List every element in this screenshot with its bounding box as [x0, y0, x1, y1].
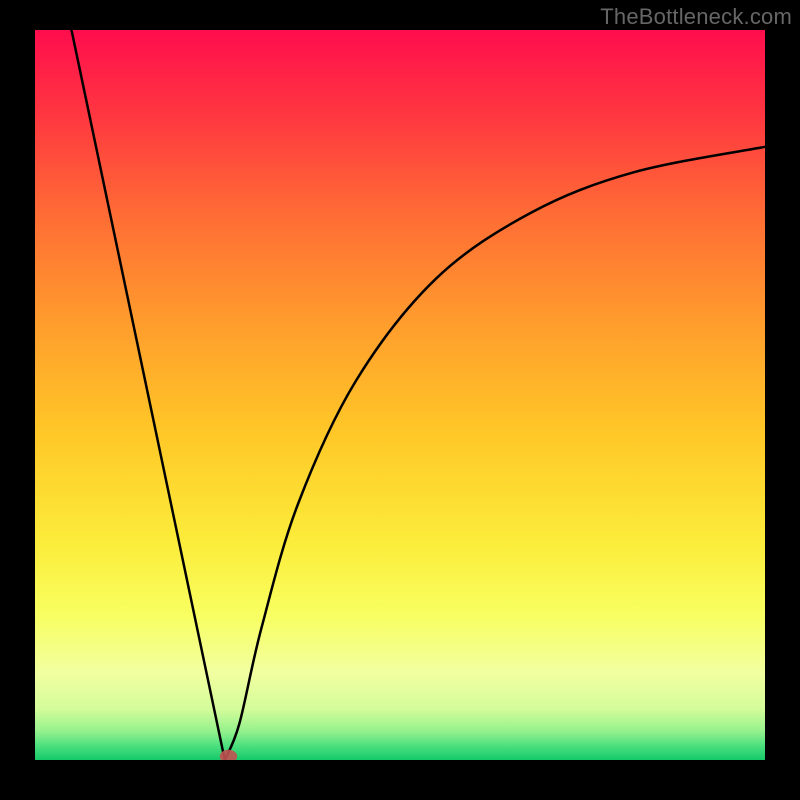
frame-right: [765, 0, 800, 800]
watermark-text: TheBottleneck.com: [600, 4, 792, 30]
frame-left: [0, 0, 35, 800]
gradient-background: [35, 30, 765, 760]
bottleneck-chart: [0, 0, 800, 800]
frame-bottom: [0, 760, 800, 800]
